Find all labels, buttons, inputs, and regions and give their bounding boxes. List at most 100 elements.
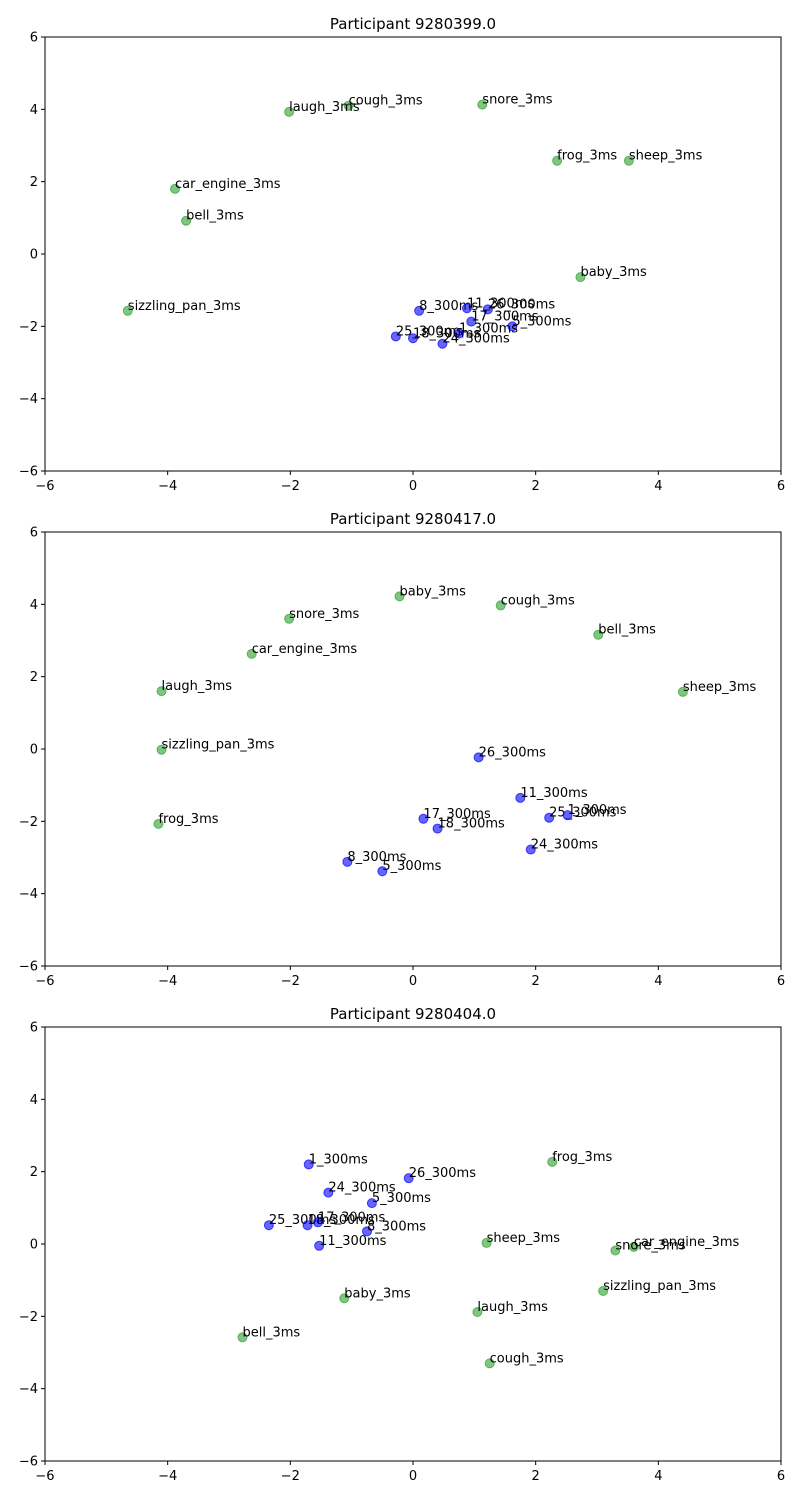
data-point-label: sheep_3ms <box>683 680 757 695</box>
y-tick-label: −4 <box>19 887 38 902</box>
x-tick-label: −6 <box>35 974 54 989</box>
data-point <box>153 818 164 829</box>
data-point-label: sizzling_pan_3ms <box>603 1279 716 1294</box>
panel-title: Participant 9280399.0 <box>330 15 496 33</box>
data-point <box>156 744 167 755</box>
data-point-label: 17_300ms <box>471 310 539 325</box>
data-point <box>575 272 586 283</box>
y-tick-label: −6 <box>19 465 38 480</box>
data-point <box>366 1198 377 1209</box>
data-point <box>598 1286 609 1297</box>
panel-title: Participant 9280404.0 <box>330 1005 496 1023</box>
data-point <box>562 810 573 821</box>
y-tick-label: 0 <box>30 248 38 263</box>
data-point <box>466 316 477 327</box>
y-tick-label: 2 <box>30 670 38 685</box>
x-tick-label: 2 <box>532 479 540 494</box>
y-tick-label: −2 <box>19 815 38 830</box>
y-tick-label: 2 <box>30 175 38 190</box>
y-tick-label: −6 <box>19 1455 38 1470</box>
data-point <box>156 686 167 697</box>
data-point <box>284 613 295 624</box>
data-point <box>362 1226 372 1237</box>
data-point <box>472 1306 483 1317</box>
x-tick-label: 0 <box>409 974 417 989</box>
data-point-label: 11_300ms <box>319 1234 387 1249</box>
data-point-label: 5_300ms <box>512 314 571 329</box>
data-point-label: baby_3ms <box>580 265 647 280</box>
data-point <box>461 303 472 314</box>
data-point <box>343 100 354 111</box>
data-point-label: car_engine_3ms <box>252 642 358 657</box>
data-point-label: 26_300ms <box>488 297 556 312</box>
data-point <box>181 215 192 226</box>
x-tick-label: 0 <box>409 1469 417 1484</box>
data-point-label: cough_3ms <box>490 1351 564 1366</box>
data-point <box>437 338 448 349</box>
x-tick-label: 4 <box>654 974 662 989</box>
y-tick-label: 2 <box>30 1165 38 1180</box>
data-point <box>593 629 604 640</box>
data-point-label: snore_3ms <box>482 93 552 108</box>
data-point-label: laugh_3ms <box>289 100 360 115</box>
data-point <box>246 648 257 659</box>
data-point <box>473 752 484 763</box>
x-tick-label: 2 <box>532 1469 540 1484</box>
data-point-label: 5_300ms <box>372 1191 431 1206</box>
data-point <box>482 304 493 315</box>
y-tick-label: −6 <box>19 960 38 975</box>
data-point <box>302 1220 313 1231</box>
x-tick-label: −4 <box>158 1469 177 1484</box>
data-point <box>377 866 388 877</box>
scatter-panel-2: Participant 9280417.0−6 −4 −2 0 2 4 6−6−4−2024… <box>19 510 785 989</box>
data-point <box>263 1220 274 1231</box>
data-point-label: 17_300ms <box>318 1210 386 1225</box>
y-tick-label: −2 <box>19 320 38 335</box>
y-tick-label: 6 <box>30 1021 38 1036</box>
data-point <box>547 1156 558 1167</box>
data-point <box>342 856 353 867</box>
data-point <box>481 1237 492 1248</box>
data-point <box>303 1159 314 1170</box>
y-tick-label: −2 <box>19 1310 38 1325</box>
data-point-label: sheep_3ms <box>487 1231 561 1246</box>
data-point <box>122 305 133 316</box>
x-tick-label: −6 <box>35 1469 54 1484</box>
data-point-label: 24_300ms <box>531 838 599 853</box>
data-point-label: 18_300ms <box>413 326 481 341</box>
y-tick-label: −4 <box>19 392 38 407</box>
data-point-label: 8_300ms <box>347 850 406 865</box>
y-tick-label: 0 <box>30 1238 38 1253</box>
x-tick-label: −4 <box>158 974 177 989</box>
y-tick-label: 4 <box>30 1093 38 1108</box>
data-point-label: laugh_3ms <box>477 1300 548 1315</box>
y-tick-label: −4 <box>19 1382 38 1397</box>
y-tick-label: 6 <box>30 526 38 541</box>
data-point <box>507 321 518 332</box>
data-point-label: car_engine_3ms <box>175 177 281 192</box>
data-point <box>394 591 405 602</box>
data-point <box>610 1245 621 1256</box>
data-point-label: cough_3ms <box>349 94 423 109</box>
data-point <box>623 155 634 166</box>
y-tick-label: 4 <box>30 103 38 118</box>
data-point-label: snore_3ms <box>615 1239 685 1254</box>
x-tick-label: −6 <box>35 479 54 494</box>
data-point <box>515 792 526 803</box>
data-point-label: 26_300ms <box>409 1166 477 1181</box>
data-point-label: 5_300ms <box>382 859 441 874</box>
scatter-panel-1: Participant 9280399.0−6 −4 −2 0 2 4 6−6−4−2024… <box>19 15 785 494</box>
data-point <box>552 155 563 166</box>
data-point-label: 18_300ms <box>308 1213 376 1228</box>
data-point <box>628 1241 639 1252</box>
data-point <box>403 1173 414 1184</box>
x-tick-label: −4 <box>158 479 177 494</box>
data-point-label: 1_300ms <box>459 322 518 337</box>
data-point-label: frog_3ms <box>552 1150 612 1165</box>
data-point-label: bell_3ms <box>186 209 244 224</box>
data-point <box>390 331 401 342</box>
data-point <box>414 305 425 316</box>
x-tick-label: −2 <box>281 1469 300 1484</box>
data-point-label: 11_300ms <box>520 786 588 801</box>
